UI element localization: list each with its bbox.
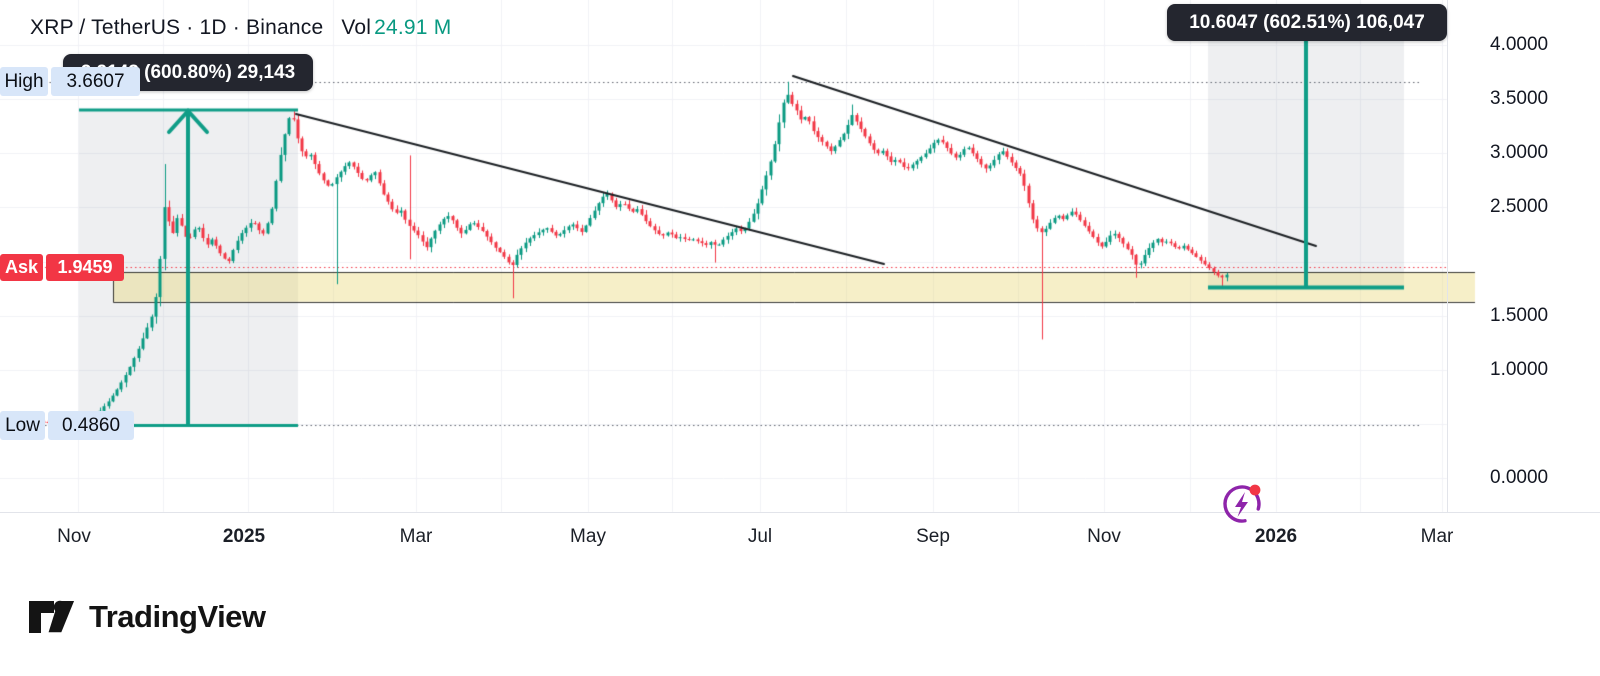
time-axis-label: May [570,526,606,547]
lightning-bolt-icon [1235,492,1248,517]
symbol-title[interactable]: XRP / TetherUS · 1D · Binance [30,16,324,39]
tradingview-logo-text: TradingView [89,599,266,634]
price-tick-label: 1.5000 [1490,304,1549,326]
low-badge-label: Low [0,410,45,440]
time-axis-border [0,512,1600,513]
low-badge-value: 0.4860 [48,410,134,440]
high-price-badge: High 3.6607 [0,67,140,97]
time-axis-label: Nov [1087,526,1121,547]
ask-price-badge: Ask 1.9459 [0,253,124,281]
notification-dot [1249,484,1261,496]
time-axis-label: 2026 [1254,526,1298,547]
price-tick-label: 0.0000 [1490,467,1549,488]
time-axis-label: Mar [1420,526,1454,547]
price-tick-label: 3.0000 [1490,142,1549,164]
time-axis-label: Nov [57,526,91,547]
low-price-badge: Low 0.4860 [0,410,134,440]
time-axis-label: Mar [399,526,433,547]
time-axis-label: 2025 [222,526,266,547]
price-tick-label: 3.5000 [1490,88,1549,110]
volume-value: 24.91 M [374,16,452,39]
tradingview-logo[interactable]: TradingView [28,598,266,636]
price-tick-label: 2.5000 [1490,196,1549,218]
price-tick-label: 1.0000 [1490,358,1549,380]
symbol-legend[interactable]: XRP / TetherUS · 1D · Binance Vol 24.91 M [30,16,451,40]
time-axis-label: Jul [747,526,773,547]
ask-badge-value: 1.9459 [46,253,124,281]
tradingview-logo-mark [29,600,75,633]
volume-label: Vol [341,16,372,39]
high-badge-value: 3.6607 [51,67,140,97]
price-axis-border [1447,0,1448,512]
ai-spark-icon[interactable] [1218,480,1266,528]
time-axis-label: Sep [916,526,950,547]
spark-circle [1223,485,1261,523]
high-badge-label: High [0,67,48,97]
price-tick-label: 4.0000 [1490,34,1549,55]
ask-badge-label: Ask [0,253,43,281]
price-range-tooltip-right[interactable]: 10.6047 (602.51%) 106,047 [1167,4,1447,41]
